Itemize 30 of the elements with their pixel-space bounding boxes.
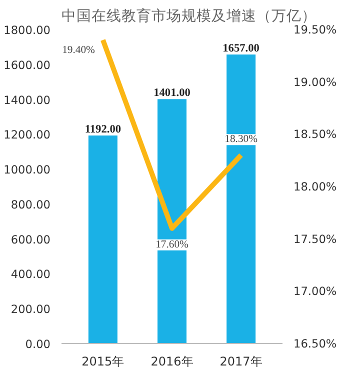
y-tick-label: 1600.00 xyxy=(4,58,51,72)
y-tick-label: 200.00 xyxy=(10,302,51,316)
data-label: 1192.00 xyxy=(84,124,122,136)
data-label: 1401.00 xyxy=(154,87,191,100)
data-label: 17.60% xyxy=(156,239,189,250)
y-tick-label: 0.00 xyxy=(25,337,51,351)
bar xyxy=(226,54,256,344)
chart-title: 中国在线教育市场规模及增速（万亿） xyxy=(62,8,316,24)
y2-tick-label: 17.50% xyxy=(294,232,337,246)
y-tick-label: 600.00 xyxy=(10,232,51,246)
data-label: 18.30% xyxy=(224,134,258,146)
y2-tick-label: 19.50% xyxy=(294,22,337,36)
y2-tick-label: 19.00% xyxy=(294,74,337,89)
y-tick-label: 1200.00 xyxy=(4,128,51,142)
x-tick-label: 2016年 xyxy=(150,354,194,368)
data-label: 1657.00 xyxy=(222,42,260,54)
x-tick-label: 2017年 xyxy=(220,354,262,368)
y-tick-label: 1800.00 xyxy=(4,23,51,37)
bar xyxy=(157,99,187,344)
y-tick-label: 1400.00 xyxy=(4,92,51,107)
y2-tick-label: 16.50% xyxy=(294,336,337,350)
y2-tick-label: 18.50% xyxy=(294,127,337,142)
bar xyxy=(88,136,118,344)
data-label: 19.40% xyxy=(62,44,96,56)
y2-tick-label: 18.00% xyxy=(294,180,337,194)
y2-tick-label: 17.00% xyxy=(294,284,337,298)
x-tick-label: 2015年 xyxy=(82,354,124,368)
y-tick-label: 1000.00 xyxy=(4,162,51,177)
y-tick-label: 400.00 xyxy=(10,267,51,282)
y-tick-label: 800.00 xyxy=(10,197,51,212)
